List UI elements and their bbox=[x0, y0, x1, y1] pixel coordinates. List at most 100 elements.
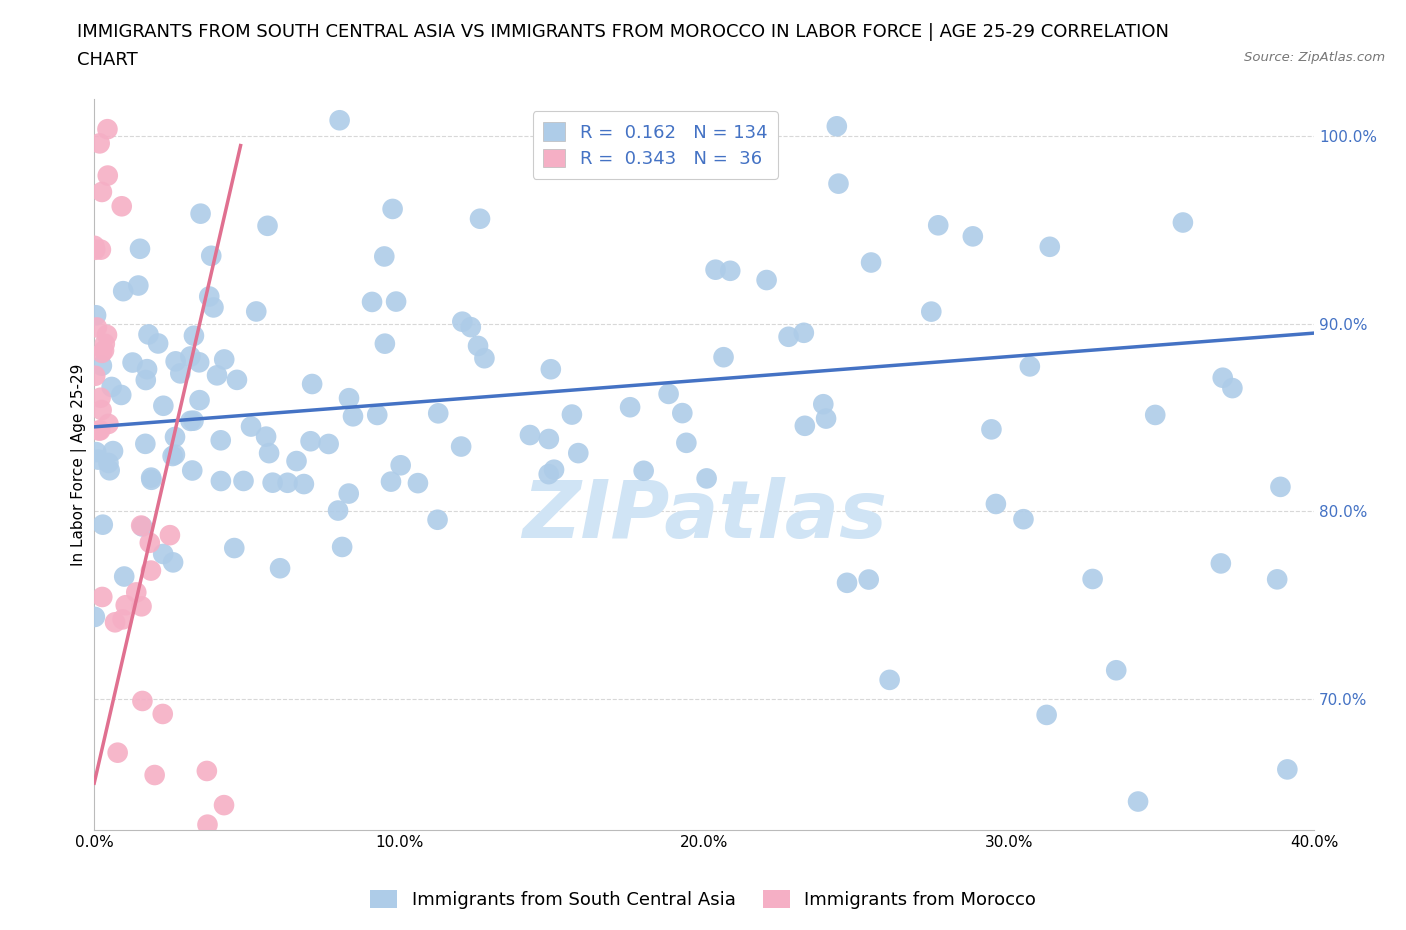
Point bbox=[567, 445, 589, 460]
Point bbox=[146, 336, 169, 351]
Point bbox=[326, 503, 349, 518]
Point bbox=[427, 405, 450, 420]
Point bbox=[114, 598, 136, 613]
Point bbox=[262, 475, 284, 490]
Point bbox=[285, 454, 308, 469]
Point bbox=[93, 343, 115, 358]
Point bbox=[212, 798, 235, 813]
Point bbox=[90, 242, 112, 257]
Point bbox=[299, 433, 322, 448]
Point bbox=[467, 339, 489, 353]
Point bbox=[143, 767, 166, 782]
Point bbox=[658, 387, 681, 402]
Point bbox=[1171, 215, 1194, 230]
Text: Source: ZipAtlas.com: Source: ZipAtlas.com bbox=[1244, 51, 1385, 64]
Point bbox=[342, 409, 364, 424]
Point bbox=[190, 206, 212, 221]
Point bbox=[83, 238, 105, 253]
Point bbox=[1035, 708, 1057, 723]
Point bbox=[84, 243, 107, 258]
Point bbox=[426, 512, 449, 527]
Point bbox=[245, 304, 267, 319]
Point bbox=[389, 458, 412, 472]
Point bbox=[696, 471, 718, 485]
Point bbox=[962, 229, 984, 244]
Point bbox=[561, 407, 583, 422]
Point bbox=[97, 417, 120, 432]
Point bbox=[329, 113, 352, 127]
Point bbox=[927, 218, 949, 232]
Point bbox=[980, 422, 1002, 437]
Point bbox=[141, 472, 163, 487]
Point bbox=[337, 391, 360, 405]
Point bbox=[138, 327, 160, 342]
Point bbox=[813, 397, 835, 412]
Point bbox=[380, 474, 402, 489]
Point bbox=[292, 476, 315, 491]
Point bbox=[97, 168, 120, 183]
Point bbox=[1265, 572, 1288, 587]
Point bbox=[87, 452, 110, 467]
Point bbox=[84, 445, 107, 459]
Point bbox=[537, 432, 560, 446]
Point bbox=[111, 612, 134, 627]
Point bbox=[1212, 370, 1234, 385]
Text: ZIPatlas: ZIPatlas bbox=[522, 476, 887, 554]
Point bbox=[205, 368, 228, 383]
Point bbox=[224, 540, 246, 555]
Point bbox=[277, 475, 299, 490]
Point bbox=[301, 377, 323, 392]
Point bbox=[165, 354, 187, 369]
Point bbox=[159, 527, 181, 542]
Point bbox=[188, 392, 211, 407]
Point bbox=[619, 400, 641, 415]
Point bbox=[232, 473, 254, 488]
Point bbox=[240, 419, 263, 434]
Point bbox=[134, 436, 156, 451]
Point bbox=[94, 337, 117, 352]
Point bbox=[1012, 512, 1035, 526]
Point bbox=[90, 391, 112, 405]
Point bbox=[381, 202, 404, 217]
Point bbox=[540, 362, 562, 377]
Point bbox=[195, 764, 218, 778]
Point bbox=[330, 539, 353, 554]
Point bbox=[180, 414, 202, 429]
Point bbox=[91, 345, 114, 360]
Point bbox=[131, 519, 153, 534]
Point bbox=[131, 599, 153, 614]
Point bbox=[984, 497, 1007, 512]
Point bbox=[835, 576, 858, 591]
Point bbox=[139, 471, 162, 485]
Point bbox=[361, 295, 384, 310]
Point bbox=[84, 308, 107, 323]
Point bbox=[1039, 239, 1062, 254]
Point bbox=[793, 418, 815, 433]
Point bbox=[90, 184, 112, 199]
Point bbox=[226, 372, 249, 387]
Point bbox=[675, 435, 697, 450]
Point bbox=[197, 817, 219, 832]
Point bbox=[860, 255, 883, 270]
Point bbox=[86, 320, 108, 335]
Point bbox=[152, 547, 174, 562]
Point bbox=[127, 278, 149, 293]
Point bbox=[1209, 556, 1232, 571]
Point bbox=[1222, 380, 1244, 395]
Point bbox=[1126, 794, 1149, 809]
Point bbox=[89, 423, 111, 438]
Point bbox=[163, 430, 186, 445]
Y-axis label: In Labor Force | Age 25-29: In Labor Force | Age 25-29 bbox=[72, 364, 87, 565]
Point bbox=[879, 672, 901, 687]
Point bbox=[96, 122, 118, 137]
Point bbox=[212, 352, 235, 367]
Point bbox=[778, 329, 800, 344]
Point bbox=[671, 405, 693, 420]
Point bbox=[318, 436, 340, 451]
Point bbox=[181, 463, 204, 478]
Point bbox=[111, 199, 134, 214]
Point bbox=[121, 355, 143, 370]
Point bbox=[89, 136, 111, 151]
Point bbox=[793, 326, 815, 340]
Point bbox=[198, 289, 221, 304]
